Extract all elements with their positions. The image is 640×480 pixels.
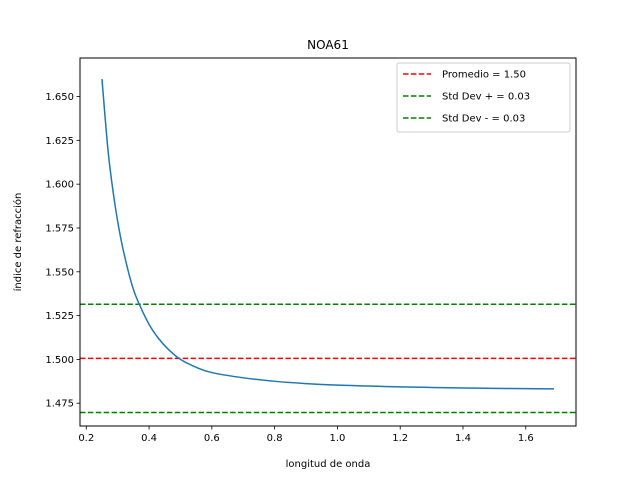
y-tick-label: 1.575 [45, 223, 74, 234]
y-tick-label: 1.525 [45, 311, 74, 322]
x-axis-label: longitud de onda [286, 459, 371, 470]
y-axis: 1.475 1.500 1.525 1.550 1.575 1.600 1.625 1.650 [45, 92, 80, 410]
x-axis: 0.2 0.4 0.6 0.8 1.0 1.2 1.4 1.6 [78, 426, 534, 444]
x-tick-label: 0.6 [204, 433, 220, 444]
legend-box [396, 62, 571, 133]
y-tick-label: 1.500 [45, 355, 74, 366]
series-line-1 [101, 78, 555, 390]
y-axis-label: índice de refracción [12, 193, 24, 292]
y-tick-label: 1.625 [45, 136, 74, 147]
x-tick-label: 0.2 [78, 433, 94, 444]
legend-label: Std Dev - = 0.03 [442, 114, 525, 125]
legend-label: Promedio = 1.50 [442, 70, 526, 81]
x-tick-label: 0.8 [267, 433, 283, 444]
x-tick-label: 0.4 [141, 433, 157, 444]
hlines [80, 303, 576, 414]
y-tick-label: 1.600 [45, 180, 74, 191]
y-tick-label: 1.550 [45, 267, 74, 278]
x-tick-label: 1.2 [392, 433, 408, 444]
x-tick-label: 1.6 [518, 433, 534, 444]
x-tick-label: 1.4 [455, 433, 471, 444]
legend: Promedio = 1.50 Std Dev + = 0.03 Std Dev -… [396, 62, 571, 133]
y-tick-label: 1.650 [45, 92, 74, 103]
axes-frame [79, 57, 577, 427]
chart-title: NOA61 [307, 38, 349, 52]
y-tick-label: 1.475 [45, 399, 74, 410]
legend-label: Std Dev + = 0.03 [442, 92, 530, 103]
series [101, 78, 555, 390]
x-tick-label: 1.0 [329, 433, 345, 444]
